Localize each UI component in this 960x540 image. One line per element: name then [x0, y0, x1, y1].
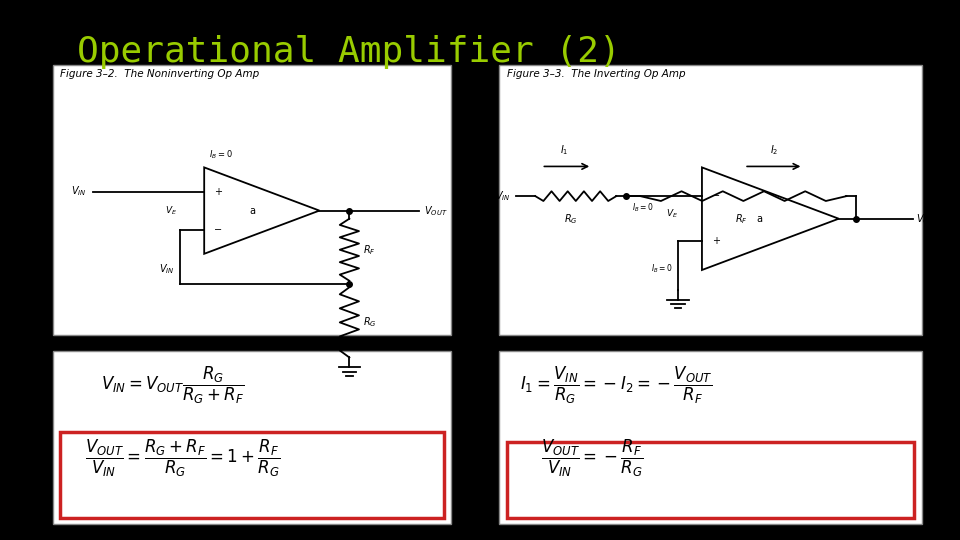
Text: −: − [214, 225, 222, 234]
FancyBboxPatch shape [53, 351, 451, 524]
Text: +: + [711, 237, 720, 246]
Text: Figure 3–2.  The Noninverting Op Amp: Figure 3–2. The Noninverting Op Amp [60, 69, 260, 79]
Text: $I_B = 0$: $I_B = 0$ [209, 148, 232, 161]
Text: $V_{IN}$: $V_{IN}$ [158, 262, 175, 276]
FancyBboxPatch shape [499, 65, 922, 335]
Text: $V_E$: $V_E$ [165, 204, 178, 217]
FancyBboxPatch shape [507, 442, 914, 518]
Text: $R_G$: $R_G$ [564, 212, 578, 226]
Text: +: + [214, 187, 222, 197]
FancyBboxPatch shape [53, 65, 451, 335]
Text: $V_E$: $V_E$ [666, 207, 678, 220]
Text: $\dfrac{V_{OUT}}{V_{IN}} = \dfrac{R_G + R_F}{R_G} = 1 + \dfrac{R_F}{R_G}$: $\dfrac{V_{OUT}}{V_{IN}} = \dfrac{R_G + … [84, 437, 280, 478]
Text: a: a [756, 214, 762, 224]
Text: $R_F$: $R_F$ [363, 243, 375, 256]
Text: $\dfrac{V_{OUT}}{V_{IN}} = -\dfrac{R_F}{R_G}$: $\dfrac{V_{OUT}}{V_{IN}} = -\dfrac{R_F}{… [541, 437, 644, 478]
FancyBboxPatch shape [60, 432, 444, 518]
Text: Operational Amplifier (2): Operational Amplifier (2) [77, 35, 620, 69]
Text: $I_B = 0$: $I_B = 0$ [651, 263, 673, 275]
Text: $V_{IN}$: $V_{IN}$ [71, 185, 86, 199]
Text: $I_1 = \dfrac{V_{IN}}{R_G} = -I_2 = -\dfrac{V_{OUT}}{R_F}$: $I_1 = \dfrac{V_{IN}}{R_G} = -I_2 = -\df… [520, 365, 713, 406]
Text: $I_2$: $I_2$ [770, 143, 778, 157]
Text: a: a [250, 206, 255, 215]
Text: $I_1$: $I_1$ [561, 143, 569, 157]
Text: $V_{OUT}$: $V_{OUT}$ [424, 204, 447, 218]
FancyBboxPatch shape [499, 351, 922, 524]
Text: $R_G$: $R_G$ [363, 315, 376, 329]
Text: $V_{OUT}$: $V_{OUT}$ [916, 212, 940, 226]
Text: $V_{IN} = V_{OUT}\dfrac{R_G}{R_G + R_F}$: $V_{IN} = V_{OUT}\dfrac{R_G}{R_G + R_F}$ [101, 365, 244, 406]
Text: $R_F$: $R_F$ [734, 212, 747, 226]
Text: −: − [711, 191, 720, 201]
Text: $V_{IN}$: $V_{IN}$ [494, 189, 511, 203]
Text: Figure 3–3.  The Inverting Op Amp: Figure 3–3. The Inverting Op Amp [507, 69, 685, 79]
Text: $I_B = 0$: $I_B = 0$ [632, 201, 654, 214]
